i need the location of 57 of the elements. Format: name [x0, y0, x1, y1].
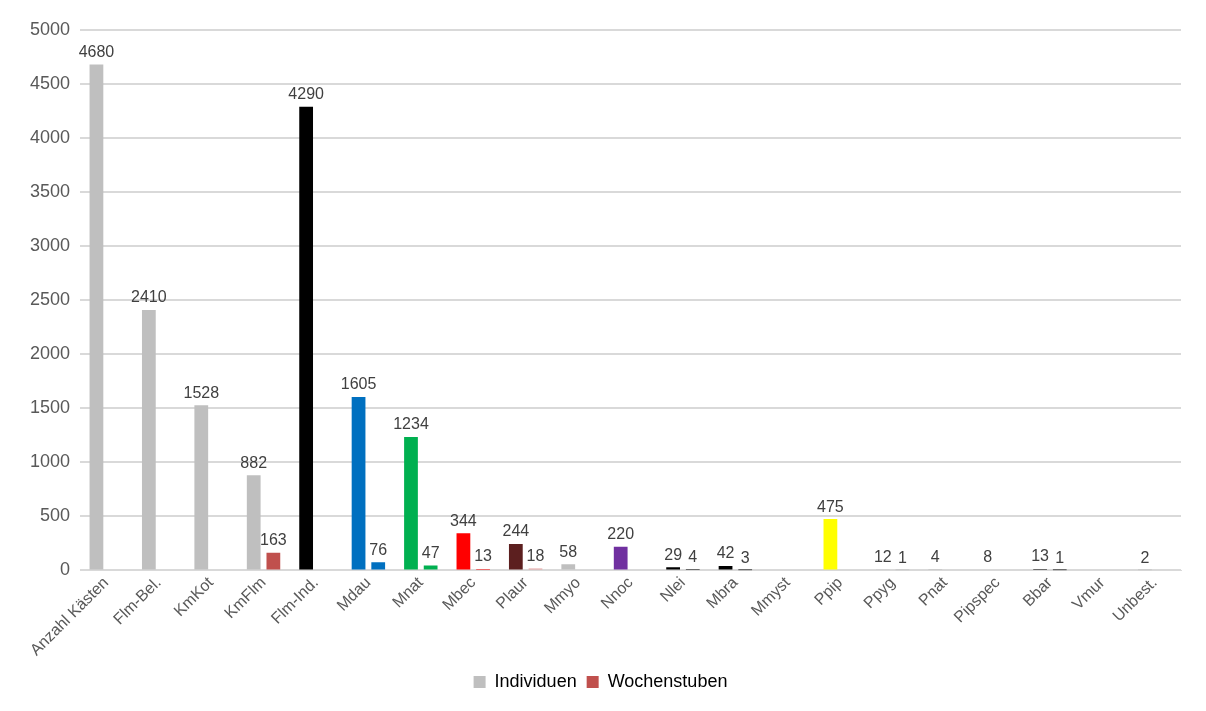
bar — [246, 475, 261, 570]
data-label: 344 — [450, 511, 477, 529]
data-label: 3 — [740, 548, 750, 566]
y-tick-label: 3500 — [30, 181, 71, 202]
bar — [266, 552, 281, 570]
bar — [561, 564, 576, 570]
data-label: 76 — [369, 540, 388, 558]
bar — [423, 565, 438, 570]
data-label: 1 — [1055, 548, 1065, 566]
bar — [371, 562, 386, 570]
data-label: 4 — [688, 548, 698, 566]
y-tick-label: 1000 — [30, 451, 71, 472]
y-tick-label: 500 — [40, 505, 71, 526]
data-label: 47 — [421, 543, 440, 561]
bar — [613, 546, 628, 570]
x-tick-label: Nlei — [656, 573, 689, 605]
data-label: 4 — [930, 548, 940, 566]
data-label: 475 — [817, 497, 844, 515]
bar — [194, 405, 209, 570]
data-label: 58 — [559, 542, 578, 560]
data-label: 1605 — [340, 375, 377, 393]
y-tick-label: 5000 — [30, 18, 71, 39]
data-label: 1528 — [183, 383, 220, 401]
y-tick-label: 0 — [60, 559, 71, 580]
y-tick-label: 1500 — [30, 397, 71, 418]
bar — [456, 533, 471, 570]
x-tick-label: Ppip — [810, 573, 846, 609]
data-label: 8 — [983, 548, 993, 566]
data-label: 13 — [1031, 547, 1050, 565]
data-label: 1 — [898, 548, 908, 566]
bar — [404, 437, 418, 570]
data-label: 2 — [1140, 548, 1150, 566]
data-label: 163 — [260, 531, 287, 549]
y-tick-label: 3000 — [30, 235, 71, 256]
data-label: 1234 — [393, 415, 429, 433]
bar — [89, 64, 104, 570]
data-label: 12 — [873, 547, 892, 565]
bar — [141, 309, 156, 570]
bar — [823, 519, 838, 570]
data-label: 220 — [607, 525, 635, 543]
y-tick-label: 4500 — [30, 73, 71, 94]
data-label: 18 — [526, 546, 545, 564]
bar — [351, 396, 366, 570]
data-label: 2410 — [131, 288, 167, 306]
y-tick-label: 2500 — [30, 289, 71, 310]
data-label: 42 — [716, 544, 735, 562]
data-label: 13 — [474, 547, 493, 565]
data-label: 4290 — [288, 85, 325, 103]
data-label: 29 — [664, 545, 683, 563]
legend-label: Wochenstuben — [607, 670, 728, 691]
y-tick-label: 4000 — [30, 127, 71, 148]
y-tick-label: 2000 — [30, 343, 71, 364]
bar — [508, 544, 523, 570]
data-label: 882 — [240, 453, 268, 471]
legend-label: Individuen — [494, 670, 577, 691]
data-label: 244 — [502, 522, 530, 540]
data-label: 4680 — [78, 43, 115, 60]
